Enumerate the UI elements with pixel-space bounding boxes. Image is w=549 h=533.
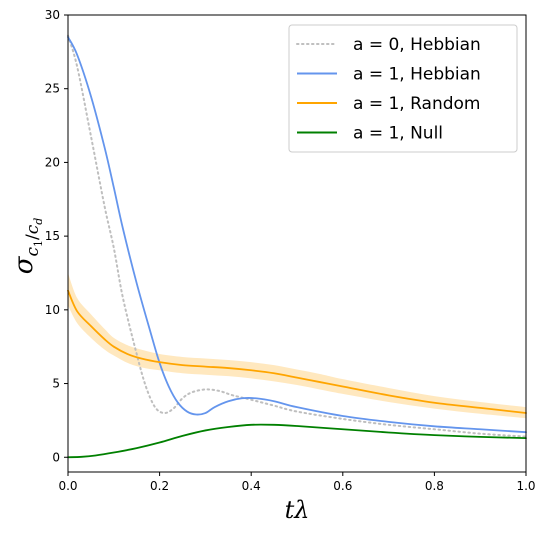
y-tick-label: 20 [45, 155, 60, 169]
x-tick-label: 0.0 [58, 479, 77, 493]
line-a-1-null [67, 423, 527, 459]
line-a-1-hebbian [67, 36, 527, 434]
confidence-band-layer [68, 272, 526, 419]
y-label-sub-c: c [23, 247, 43, 257]
y-label-base: σ [9, 255, 39, 274]
y-tick-label: 25 [45, 82, 60, 96]
band-a-1-random [68, 272, 526, 419]
legend-item-a-1-hebbian: a = 1, Hebbian [297, 65, 481, 85]
x-tick-label: 0.6 [333, 479, 352, 493]
y-axis-ticks: 0 5 10 15 20 25 30 [45, 8, 68, 464]
legend-label: a = 0, Hebbian [353, 35, 481, 55]
x-tick-label: 0.8 [425, 479, 444, 493]
y-tick-label: 30 [45, 8, 60, 22]
plot-frame [67, 14, 527, 473]
x-tick-label: 1.0 [516, 479, 535, 493]
legend-item-a-0-hebbian: a = 0, Hebbian [296, 35, 481, 55]
x-tick-label: 0.2 [150, 479, 169, 493]
line-a-0-hebbian [67, 34, 527, 438]
x-axis-label: tλ [285, 496, 310, 524]
y-tick-label: 0 [52, 450, 60, 464]
line-a-1-random [67, 289, 527, 414]
legend-item-a-1-null: a = 1, Null [297, 124, 443, 144]
series-lines-layer [67, 34, 527, 459]
legend-item-a-1-random: a = 1, Random [297, 94, 480, 114]
y-axis-label: σc1/cd [9, 218, 45, 275]
y-tick-label: 5 [52, 377, 60, 391]
legend-box [288, 24, 518, 153]
legend: a = 0, Hebbian a = 1, Hebbian a = 1, Rando… [288, 24, 518, 153]
y-label-sub-1: 1 [32, 240, 45, 247]
legend-items: a = 0, Hebbian a = 1, Hebbian a = 1, Rando… [296, 35, 481, 144]
y-tick-label: 15 [45, 229, 60, 243]
svg-text:σc1/cd: σc1/cd [9, 218, 45, 275]
x-tick-label: 0.4 [242, 479, 261, 493]
y-label-sub-d: d [32, 218, 45, 225]
legend-label: a = 1, Hebbian [353, 65, 481, 85]
legend-label: a = 1, Random [353, 94, 480, 114]
legend-label: a = 1, Null [353, 124, 443, 144]
x-axis-ticks: 0.0 0.2 0.4 0.6 0.8 1.0 [58, 472, 536, 493]
y-label-sub-c2: c [23, 224, 43, 234]
y-tick-label: 10 [45, 303, 60, 317]
y-label-slash: / [23, 234, 43, 240]
